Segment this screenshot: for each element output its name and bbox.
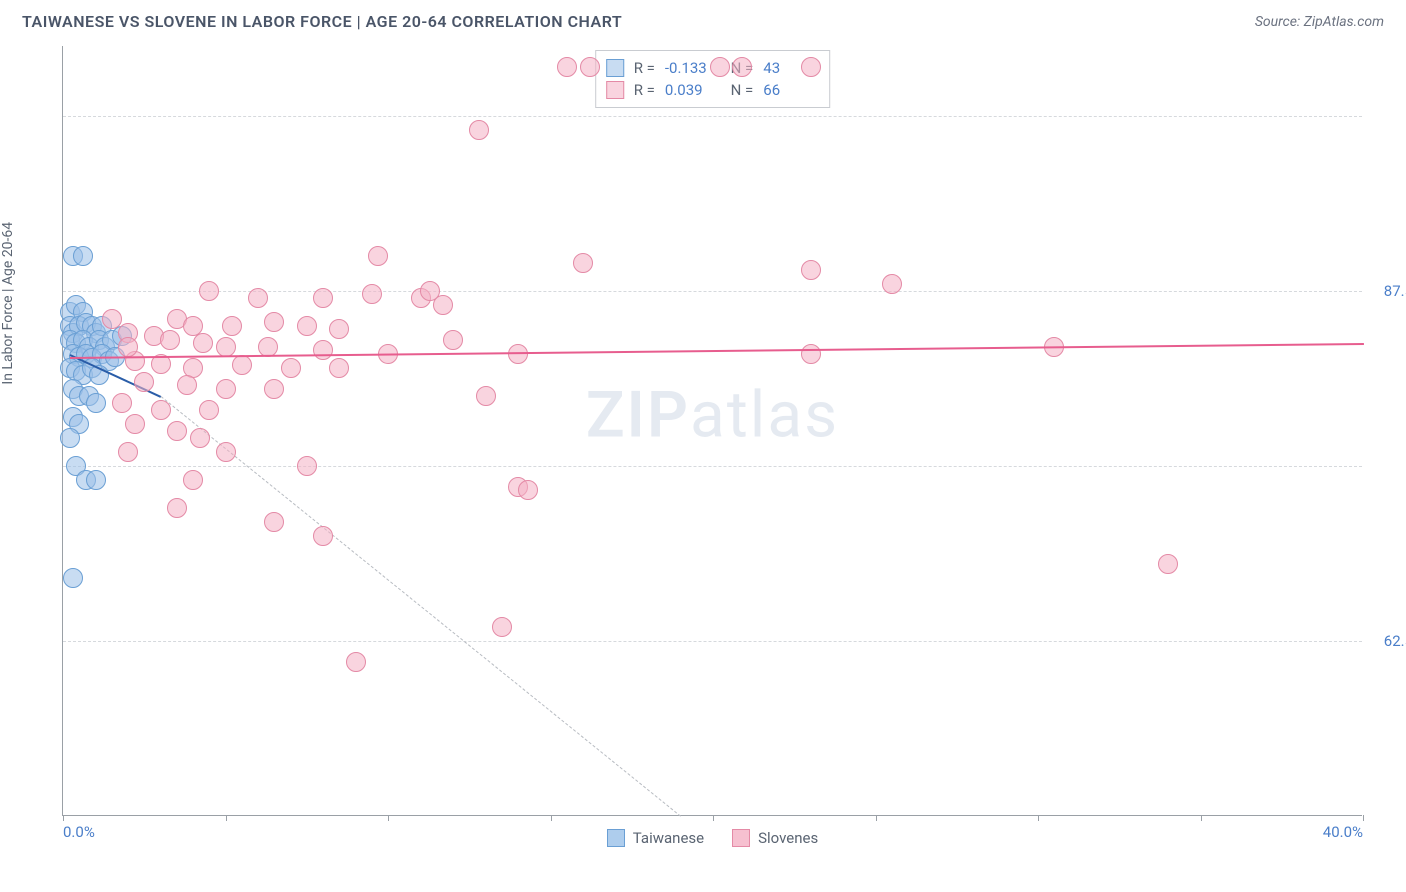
chart-title: TAIWANESE VS SLOVENE IN LABOR FORCE | AG…	[22, 12, 622, 31]
data-point	[134, 372, 154, 392]
data-point	[518, 480, 538, 500]
x-tick	[226, 815, 227, 821]
data-point	[313, 288, 333, 308]
x-tick	[388, 815, 389, 821]
watermark: ZIPatlas	[586, 378, 839, 453]
data-point	[476, 386, 496, 406]
data-point	[63, 568, 83, 588]
n-label: N =	[727, 81, 753, 99]
source-attribution: Source: ZipAtlas.com	[1255, 14, 1384, 30]
data-point	[329, 319, 349, 339]
data-point	[346, 652, 366, 672]
data-point	[368, 246, 388, 266]
data-point	[199, 400, 219, 420]
data-point	[492, 617, 512, 637]
data-point	[443, 330, 463, 350]
data-point	[362, 284, 382, 304]
legend-swatch	[606, 59, 624, 77]
data-point	[160, 330, 180, 350]
y-axis-label: In Labor Force | Age 20-64	[0, 222, 16, 385]
series-legend: Taiwanese Slovenes	[63, 829, 1362, 847]
data-point	[232, 355, 252, 375]
x-tick	[1038, 815, 1039, 821]
data-point	[118, 337, 138, 357]
data-point	[167, 498, 187, 518]
x-tick-label: 0.0%	[63, 823, 95, 841]
data-point	[433, 295, 453, 315]
data-point	[222, 316, 242, 336]
data-point	[151, 400, 171, 420]
r-value: 0.039	[665, 81, 717, 99]
r-label: R =	[634, 59, 655, 77]
gridline	[63, 466, 1362, 467]
data-point	[112, 393, 132, 413]
data-point	[801, 344, 821, 364]
data-point	[60, 428, 80, 448]
data-point	[177, 375, 197, 395]
data-point	[118, 442, 138, 462]
chart-header: TAIWANESE VS SLOVENE IN LABOR FORCE | AG…	[0, 0, 1406, 39]
data-point	[469, 120, 489, 140]
data-point	[557, 57, 577, 77]
chart-container: In Labor Force | Age 20-64 ZIPatlas R = …	[18, 46, 1388, 870]
stats-row: R = 0.039 N = 66	[606, 79, 816, 101]
data-point	[193, 333, 213, 353]
data-point	[86, 470, 106, 490]
legend-swatch	[732, 829, 750, 847]
data-point	[216, 379, 236, 399]
scatter-plot-area: ZIPatlas R = -0.133 N = 43R = 0.039 N = …	[62, 46, 1362, 816]
y-tick-label: 87.5%	[1384, 282, 1406, 300]
data-point	[882, 274, 902, 294]
data-point	[102, 309, 122, 329]
data-point	[297, 316, 317, 336]
data-point	[297, 456, 317, 476]
data-point	[580, 57, 600, 77]
data-point	[264, 379, 284, 399]
legend-swatch	[606, 81, 624, 99]
y-tick-label: 62.5%	[1384, 632, 1406, 650]
data-point	[199, 281, 219, 301]
data-point	[329, 358, 349, 378]
data-point	[801, 260, 821, 280]
data-point	[216, 337, 236, 357]
x-tick	[1363, 815, 1364, 821]
legend-item: Slovenes	[732, 829, 818, 847]
data-point	[313, 340, 333, 360]
gridline	[63, 641, 1362, 642]
data-point	[264, 512, 284, 532]
data-point	[183, 470, 203, 490]
x-tick	[1201, 815, 1202, 821]
data-point	[732, 57, 752, 77]
x-tick	[551, 815, 552, 821]
r-label: R =	[634, 81, 655, 99]
data-point	[73, 246, 93, 266]
data-point	[86, 393, 106, 413]
x-tick	[876, 815, 877, 821]
legend-label: Taiwanese	[633, 829, 704, 847]
x-tick-label: 40.0%	[1323, 823, 1363, 841]
legend-item: Taiwanese	[607, 829, 704, 847]
data-point	[190, 428, 210, 448]
data-point	[125, 414, 145, 434]
n-value: 66	[763, 81, 815, 99]
x-tick	[63, 815, 64, 821]
data-point	[710, 57, 730, 77]
gridline	[63, 116, 1362, 117]
data-point	[281, 358, 301, 378]
data-point	[264, 312, 284, 332]
data-point	[313, 526, 333, 546]
legend-label: Slovenes	[758, 829, 818, 847]
data-point	[1158, 554, 1178, 574]
data-point	[801, 57, 821, 77]
x-tick	[713, 815, 714, 821]
data-point	[248, 288, 268, 308]
legend-swatch	[607, 829, 625, 847]
data-point	[216, 442, 236, 462]
trend-extrapolation	[160, 396, 681, 817]
data-point	[167, 421, 187, 441]
data-point	[573, 253, 593, 273]
